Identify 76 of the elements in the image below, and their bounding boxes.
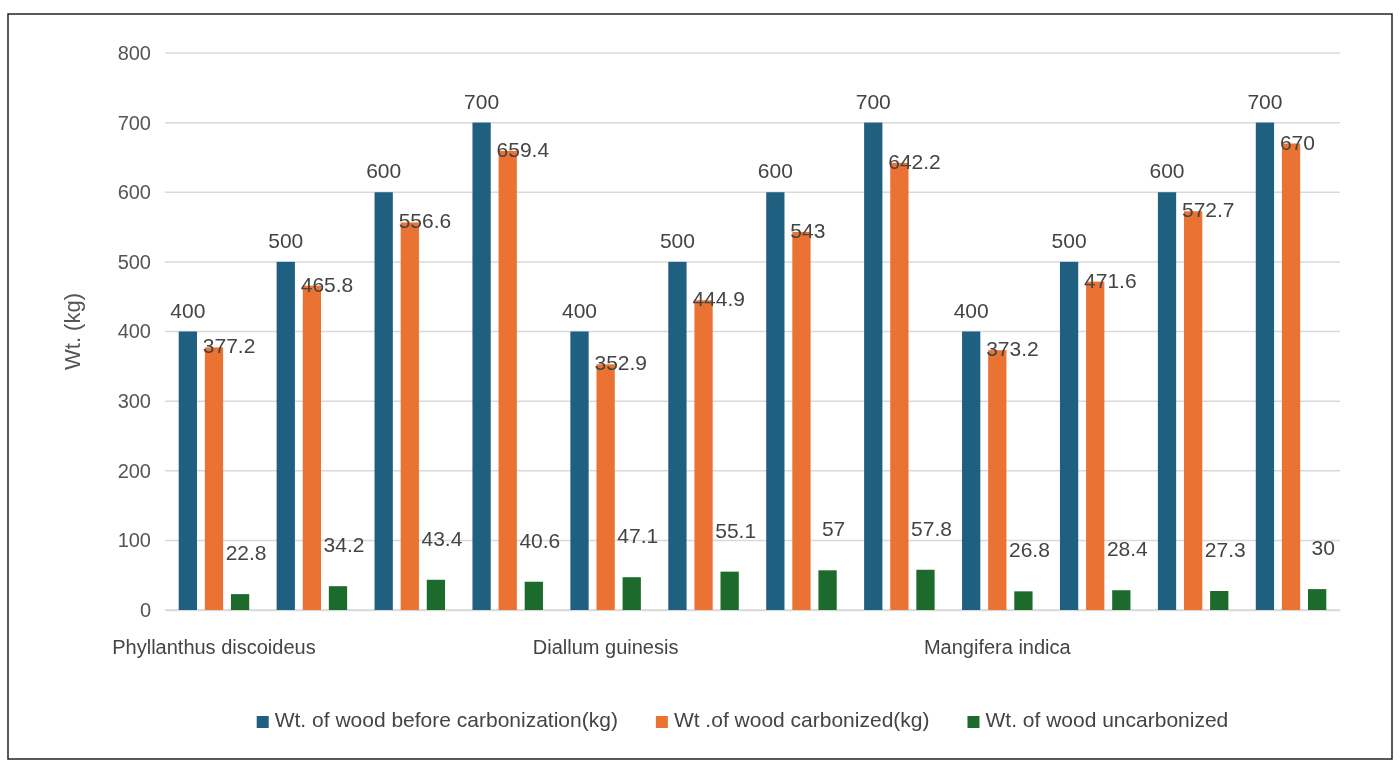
y-tick-label: 100 bbox=[117, 529, 151, 552]
y-tick-label: 0 bbox=[139, 598, 151, 621]
x-tick-label: Mangifera indica bbox=[923, 636, 1072, 659]
bar bbox=[276, 261, 295, 610]
data-label: 500 bbox=[268, 228, 304, 252]
x-tick-label: Phyllanthus discoideus bbox=[112, 636, 316, 659]
data-label: 465.8 bbox=[300, 272, 354, 296]
y-tick-label: 400 bbox=[117, 320, 151, 343]
data-label: 28.4 bbox=[1106, 537, 1149, 561]
bar bbox=[1157, 192, 1177, 610]
bar bbox=[864, 122, 883, 610]
bar bbox=[1255, 122, 1275, 610]
data-label: 400 bbox=[561, 298, 598, 322]
bar bbox=[668, 261, 687, 610]
bar bbox=[766, 192, 785, 610]
bar bbox=[1014, 591, 1033, 610]
legend-label: Wt. of wood before carbonization(kg) bbox=[274, 708, 618, 731]
data-label: 352.9 bbox=[594, 351, 648, 375]
data-label: 26.8 bbox=[1008, 538, 1050, 562]
y-tick-label: 600 bbox=[117, 181, 151, 204]
data-label: 377.2 bbox=[202, 334, 256, 358]
data-label: 700 bbox=[1247, 89, 1283, 113]
data-label: 500 bbox=[1051, 228, 1087, 252]
bar bbox=[720, 571, 739, 610]
data-label: 40.6 bbox=[519, 528, 561, 552]
bar bbox=[818, 570, 837, 610]
data-label: 30 bbox=[1311, 536, 1335, 560]
y-axis-title: Wt. (kg) bbox=[60, 293, 85, 370]
bar bbox=[178, 331, 197, 610]
data-label: 543 bbox=[790, 218, 826, 242]
bar bbox=[230, 594, 250, 610]
data-label: 600 bbox=[1149, 159, 1185, 183]
bar bbox=[1210, 590, 1229, 610]
data-label: 400 bbox=[953, 298, 989, 322]
bar bbox=[916, 569, 935, 610]
legend-label: Wt .of wood carbonized(kg) bbox=[673, 708, 930, 731]
data-label: 670 bbox=[1279, 130, 1315, 154]
data-label: 556.6 bbox=[398, 209, 452, 233]
y-tick-label: 300 bbox=[117, 390, 151, 413]
bar bbox=[524, 581, 543, 610]
x-tick-label: Diallum guinesis bbox=[532, 636, 679, 659]
data-label: 55.1 bbox=[715, 518, 757, 542]
data-label: 57 bbox=[821, 517, 846, 541]
legend-label: Wt. of wood uncarbonized bbox=[985, 708, 1229, 731]
data-label: 373.2 bbox=[986, 337, 1039, 361]
data-label: 572.7 bbox=[1181, 198, 1235, 222]
data-label: 400 bbox=[170, 298, 206, 322]
y-tick-label: 200 bbox=[117, 459, 151, 482]
y-tick-label: 800 bbox=[117, 41, 151, 64]
bar bbox=[1059, 261, 1079, 610]
y-tick-label: 700 bbox=[117, 111, 151, 134]
bar bbox=[472, 122, 491, 610]
bar bbox=[1112, 590, 1131, 610]
data-label: 600 bbox=[366, 159, 402, 183]
bar bbox=[1308, 589, 1327, 610]
bar bbox=[328, 586, 348, 610]
y-tick-label: 500 bbox=[117, 250, 151, 273]
data-label: 27.3 bbox=[1204, 537, 1246, 561]
data-label: 642.2 bbox=[888, 149, 941, 173]
data-label: 659.4 bbox=[496, 137, 550, 161]
data-label: 57.8 bbox=[911, 516, 952, 540]
bar bbox=[374, 192, 393, 610]
data-label: 22.8 bbox=[225, 541, 267, 565]
bar bbox=[622, 577, 641, 610]
data-label: 43.4 bbox=[421, 526, 463, 550]
data-label: 500 bbox=[659, 228, 695, 252]
data-label: 700 bbox=[464, 89, 500, 113]
data-label: 444.9 bbox=[692, 287, 745, 311]
data-label: 34.2 bbox=[323, 533, 365, 557]
data-label: 471.6 bbox=[1084, 268, 1137, 292]
bar bbox=[570, 331, 589, 610]
data-label: 700 bbox=[855, 89, 891, 113]
data-label: 47.1 bbox=[617, 524, 659, 548]
bar bbox=[962, 331, 981, 610]
bar bbox=[426, 579, 446, 610]
data-label: 600 bbox=[757, 159, 793, 183]
